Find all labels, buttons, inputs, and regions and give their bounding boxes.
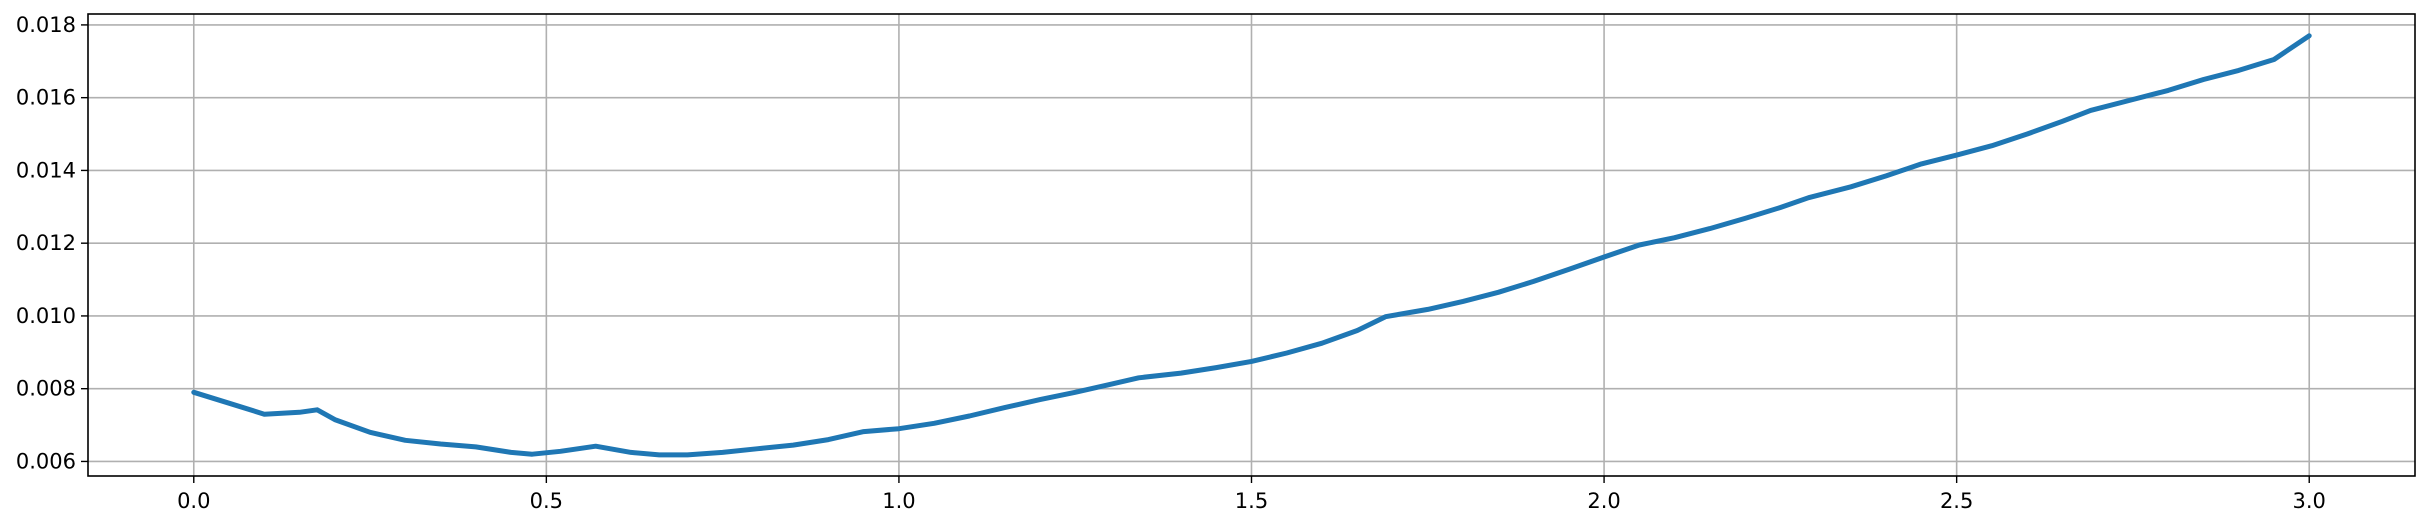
x-tick-label: 3.0: [2293, 489, 2326, 513]
grid-lines: [88, 14, 2415, 476]
x-tick-label: 2.5: [1940, 489, 1973, 513]
y-tick-label: 0.010: [16, 304, 76, 328]
y-tick-label: 0.006: [16, 449, 76, 473]
x-tick-label: 1.5: [1235, 489, 1268, 513]
x-axis: 0.0 0.5 1.0 1.5 2.0 2.5 3.0: [177, 476, 2326, 513]
series-line: [191, 33, 2312, 458]
y-tick-label: 0.016: [16, 86, 76, 110]
y-tick-label: 0.018: [16, 13, 76, 37]
y-axis: 0.006 0.008 0.010 0.012 0.014 0.016 0.018: [16, 13, 88, 473]
x-tick-label: 2.0: [1587, 489, 1620, 513]
series-layer: [191, 33, 2312, 458]
y-tick-label: 0.012: [16, 231, 76, 255]
y-tick-label: 0.008: [16, 377, 76, 401]
x-tick-label: 0.5: [530, 489, 563, 513]
x-tick-label: 0.0: [177, 489, 210, 513]
y-tick-label: 0.014: [16, 158, 76, 182]
x-tick-label: 1.0: [882, 489, 915, 513]
